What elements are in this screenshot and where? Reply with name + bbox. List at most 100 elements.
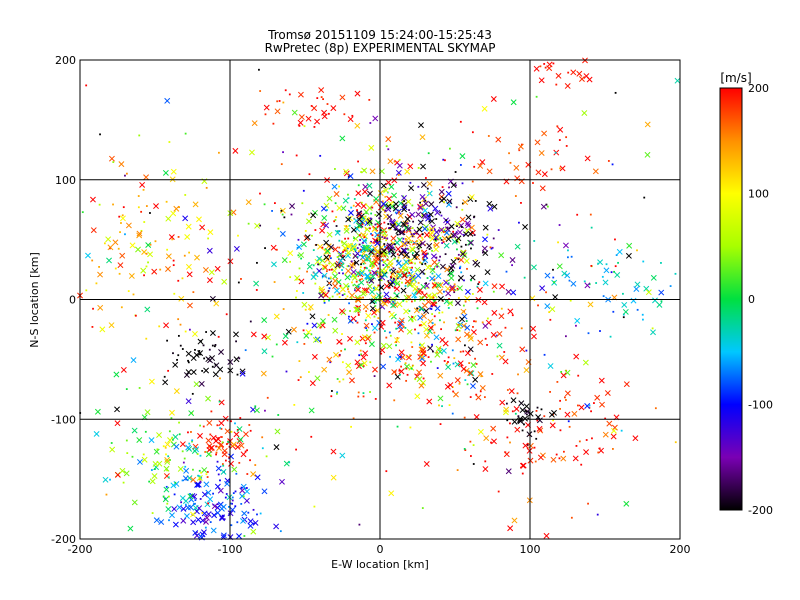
data-point-cross [105, 236, 112, 243]
data-point-cross [260, 370, 267, 377]
data-point-cross [438, 188, 445, 195]
data-point-dot [461, 202, 464, 205]
data-point-dot [376, 239, 378, 242]
data-point-dot [377, 234, 379, 237]
data-point-dot [266, 396, 269, 399]
data-point-cross [170, 168, 177, 175]
data-point-dot [442, 241, 445, 243]
data-point-dot [622, 316, 625, 319]
data-point-dot [589, 213, 592, 216]
data-point-dot [376, 255, 379, 257]
data-point-dot [198, 475, 201, 478]
data-point-dot [615, 254, 618, 257]
data-point-dot [243, 535, 246, 537]
data-point-dot [411, 320, 414, 323]
data-point-dot [388, 286, 391, 289]
data-point-cross [355, 201, 361, 208]
y-tick-label: -200 [51, 533, 76, 546]
data-point-cross [564, 411, 571, 418]
data-point-cross [319, 227, 326, 234]
data-point-cross [185, 504, 191, 511]
data-point-cross [539, 285, 546, 292]
data-point-dot [567, 420, 570, 423]
data-point-dot [153, 468, 156, 471]
data-point-cross [250, 471, 257, 478]
data-point-dot [590, 226, 593, 229]
data-point-cross [287, 250, 294, 257]
data-point-dot [415, 232, 418, 235]
data-point-dot [172, 264, 175, 267]
data-point-dot [458, 267, 461, 270]
data-point-dot [117, 247, 120, 250]
data-point-dot [479, 390, 482, 393]
data-point-dot [413, 296, 416, 299]
data-point-cross [343, 168, 349, 175]
data-point-cross [452, 232, 459, 238]
data-point-dot [189, 493, 191, 495]
data-point-dot [404, 237, 407, 240]
data-point-dot [173, 493, 176, 496]
data-point-dot [295, 448, 298, 451]
data-point-dot [382, 300, 385, 302]
data-point-dot [478, 281, 481, 284]
data-point-cross [459, 153, 466, 160]
data-point-dot [558, 457, 561, 460]
data-point-dot [393, 160, 396, 163]
data-point-dot [356, 305, 359, 308]
data-point-cross [634, 281, 641, 288]
data-point-dot [523, 276, 526, 279]
data-point-dot [612, 310, 615, 313]
data-point-cross [298, 252, 305, 259]
data-point-cross [510, 397, 517, 404]
data-point-dot [552, 276, 555, 279]
data-point-dot [593, 402, 595, 404]
data-point-cross [380, 363, 387, 370]
data-point-cross [457, 275, 464, 281]
data-point-dot [431, 322, 434, 324]
data-point-cross [117, 262, 124, 269]
data-point-dot [200, 471, 202, 474]
data-point-dot [282, 151, 284, 154]
data-point-cross [228, 460, 234, 467]
data-point-cross [630, 297, 637, 304]
data-point-dot [422, 377, 425, 380]
data-point-dot [591, 437, 593, 440]
data-point-cross [163, 486, 170, 493]
data-point-dot [328, 262, 331, 265]
data-point-dot [451, 412, 454, 415]
data-point-cross [421, 225, 428, 232]
data-point-cross [467, 239, 473, 246]
data-point-dot [431, 272, 434, 275]
data-point-cross [386, 195, 393, 202]
data-point-dot [643, 196, 646, 199]
data-point-cross [433, 334, 440, 341]
data-point-cross [123, 470, 130, 477]
data-point-dot [578, 440, 581, 443]
data-point-dot [484, 460, 487, 463]
data-point-cross [536, 417, 543, 424]
data-point-dot [520, 143, 523, 146]
data-point-dot [506, 436, 509, 439]
data-point-dot [392, 267, 395, 270]
data-point-dot [587, 502, 589, 505]
data-point-dot [311, 234, 313, 237]
data-point-dot [587, 332, 590, 335]
data-point-cross [445, 236, 452, 243]
data-point-dot [329, 257, 332, 260]
data-point-cross [199, 517, 206, 524]
data-point-cross [380, 201, 387, 207]
data-point-cross [339, 308, 345, 315]
data-point-cross [173, 388, 180, 395]
data-point-dot [401, 245, 404, 247]
data-point-dot [121, 214, 124, 217]
data-point-dot [424, 199, 427, 202]
data-point-dot [278, 100, 281, 102]
data-point-dot [410, 261, 413, 264]
data-point-dot [361, 278, 363, 280]
data-point-cross [370, 273, 376, 280]
data-point-cross [367, 190, 373, 197]
data-point-cross [97, 304, 104, 311]
data-point-dot [601, 275, 604, 278]
data-point-cross [579, 76, 585, 82]
